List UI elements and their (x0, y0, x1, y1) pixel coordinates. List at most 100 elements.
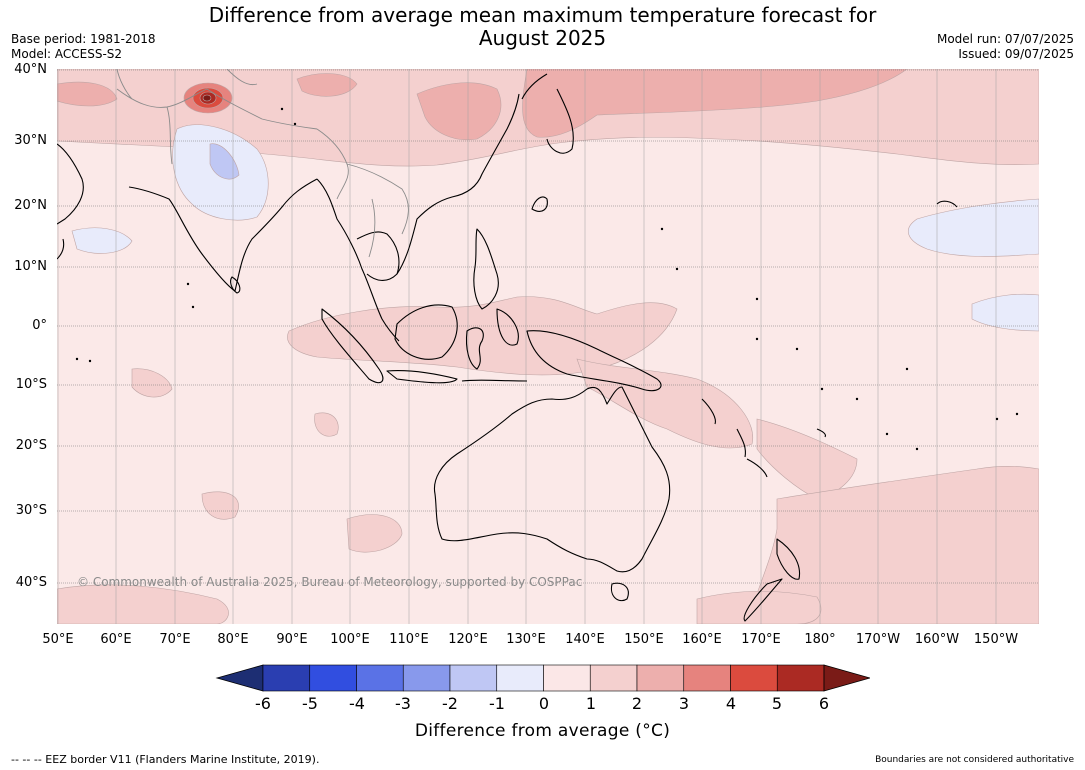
philippines-south (496, 308, 519, 346)
graticule (57, 69, 1039, 624)
lon-label-160w: 160°W (914, 632, 960, 647)
cb-tick-minus3: -3 (395, 694, 411, 713)
lon-label-140e: 140°E (565, 632, 605, 647)
lat-label-30n: 30°N (14, 133, 47, 148)
model-run: Model run: 07/07/2025 (936, 32, 1074, 46)
lon-label-150w: 150°W (973, 632, 1019, 647)
sulawesi (465, 327, 484, 370)
boundaries-disclaimer: Boundaries are not considered authoritat… (875, 755, 1074, 765)
base-period: Base period: 1981-2018 (11, 32, 156, 46)
tasmania (610, 582, 629, 602)
cb-tick-2: 2 (631, 694, 643, 713)
gulf-of-thailand (356, 231, 400, 281)
lat-label-10n: 10°N (14, 259, 47, 274)
colorbar-bin (309, 664, 357, 692)
colorbar-bin (730, 664, 778, 692)
lat-label-30s: 30°S (15, 503, 47, 518)
lon-label-170e: 170°E (741, 632, 781, 647)
cb-tick-minus5: -5 (302, 694, 318, 713)
cb-tick-4: 4 (725, 694, 737, 713)
lat-label-10s: 10°S (15, 377, 47, 392)
lat-label-0: 0° (32, 318, 47, 333)
lon-label-50e: 50°E (42, 632, 74, 647)
model-name: Model: ACCESS-S2 (11, 47, 123, 61)
new-zealand-north (776, 538, 801, 580)
cb-tick-minus2: -2 (442, 694, 458, 713)
fiji (816, 428, 826, 438)
cb-tick-minus1: -1 (489, 694, 505, 713)
australia (433, 386, 671, 573)
lon-label-80e: 80°E (217, 632, 249, 647)
japan-coast (546, 88, 574, 154)
cb-tick-5: 5 (771, 694, 783, 713)
lon-label-120e: 120°E (448, 632, 488, 647)
borneo (394, 304, 458, 360)
colorbar-bin (402, 664, 451, 692)
colorbar-bin (636, 664, 685, 692)
lon-label-60e: 60°E (100, 632, 132, 647)
lon-label-160e: 160°E (682, 632, 722, 647)
colorbar-bin (776, 664, 825, 692)
sri-lanka (230, 276, 241, 294)
lon-label-100e: 100°E (330, 632, 370, 647)
colorbar-bins (215, 664, 870, 692)
colorbar-label: Difference from average (°C) (414, 721, 671, 741)
colorbar-extend-high (823, 664, 870, 692)
eez-footnote: -- -- -- EEZ border V11 (Flanders Marine… (11, 753, 320, 766)
cb-tick-minus6: -6 (255, 694, 271, 713)
colorbar (215, 664, 870, 692)
africa-horn-coast (57, 238, 65, 260)
map-title: Difference from average mean maximum tem… (0, 4, 1085, 50)
cb-tick-0: 0 (538, 694, 550, 713)
colorbar-bin (589, 664, 638, 692)
burma-malay-coast (316, 178, 400, 342)
issued-date: Issued: 09/07/2025 (958, 47, 1074, 61)
country-borders (116, 69, 409, 258)
colorbar-bin (683, 664, 731, 692)
sumatra (321, 308, 384, 384)
korea-coast (521, 73, 548, 100)
arabia-coast (57, 143, 84, 225)
meta-right: Model run: 07/07/2025 Issued: 09/07/2025 (937, 32, 1074, 62)
colorbar-bin (543, 664, 591, 692)
lon-label-180: 180° (804, 632, 836, 647)
lon-label-90e: 90°E (276, 632, 308, 647)
cb-tick-6: 6 (818, 694, 830, 713)
meta-left: Base period: 1981-2018 Model: ACCESS-S2 (11, 32, 156, 62)
lat-label-40s: 40°S (15, 575, 47, 590)
lesser-sunda (461, 379, 528, 382)
lon-label-150e: 150°E (624, 632, 664, 647)
anomaly-map (57, 69, 1039, 624)
new-caledonia (746, 458, 768, 478)
copyright-notice: © Commonwealth of Australia 2025, Bureau… (77, 575, 583, 589)
colorbar-extend-low (215, 664, 264, 692)
colorbar-bin (262, 664, 311, 692)
title-line-1: Difference from average mean maximum tem… (208, 3, 877, 27)
lat-label-40n: 40°N (14, 62, 47, 77)
cb-tick-3: 3 (678, 694, 690, 713)
taiwan (531, 196, 548, 212)
lat-label-20n: 20°N (14, 198, 47, 213)
new-zealand-south (743, 578, 783, 622)
lon-label-70e: 70°E (159, 632, 191, 647)
new-guinea (526, 330, 662, 392)
anomaly-field (57, 69, 1039, 624)
title-line-2: August 2025 (478, 26, 607, 50)
cb-tick-minus4: -4 (349, 694, 365, 713)
lon-label-110e: 110°E (389, 632, 429, 647)
solomon-islands (701, 398, 716, 425)
cb-tick-1: 1 (585, 694, 597, 713)
philippines-north (473, 228, 499, 310)
hawaii (936, 200, 958, 208)
vanuatu (736, 428, 746, 458)
china-coast (396, 93, 520, 275)
lon-label-170w: 170°W (855, 632, 901, 647)
eez-markers (75, 107, 1019, 451)
lon-label-130e: 130°E (506, 632, 546, 647)
colorbar-bin (496, 664, 544, 692)
java (386, 370, 458, 384)
coastlines (57, 73, 958, 622)
lat-label-20s: 20°S (15, 438, 47, 453)
colorbar-bin (356, 664, 404, 692)
colorbar-bin (449, 664, 498, 692)
